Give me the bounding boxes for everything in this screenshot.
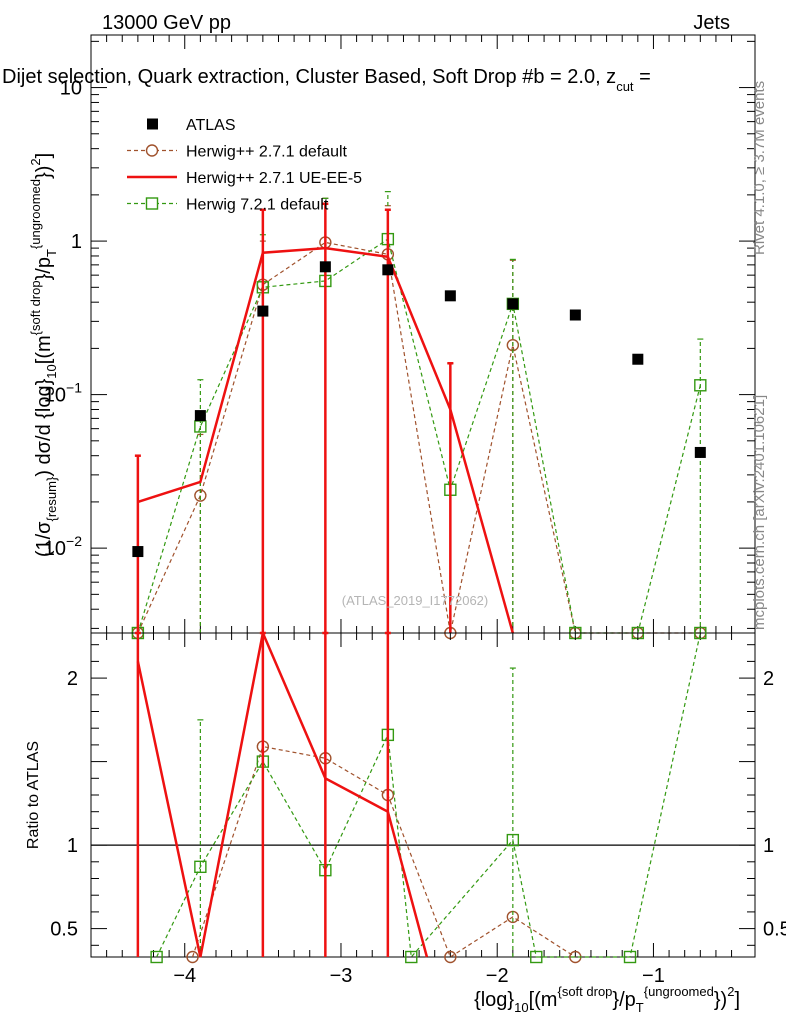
legend-label: Herwig++ 2.7.1 UE-EE-5 <box>186 170 362 187</box>
ratio-panel: −4 −3 −2 −1 0.5 0.5 1 1 2 2 <box>50 626 786 987</box>
main-point-atlas <box>632 353 644 365</box>
ratio-point-herwig-2-7-1-default <box>444 950 457 964</box>
legend-marker <box>145 144 159 157</box>
x-tick-label: −4 <box>173 965 196 987</box>
main-point-herwig-7-2-1-default <box>694 379 707 392</box>
x-axis-label: {log}10[(m{soft drop}/pT{ungroomed})2] <box>474 984 740 1015</box>
legend: ATLAS Herwig++ 2.7.1 default Herwig++ 2.7.… <box>127 117 362 214</box>
main-point-atlas <box>194 410 206 422</box>
legend-marker <box>145 197 159 210</box>
main-point-atlas <box>132 546 144 558</box>
category-label: Jets <box>693 12 730 34</box>
main-point-atlas <box>507 298 519 310</box>
y-tick-label: 1 <box>71 231 82 253</box>
legend-marker <box>147 118 158 130</box>
ratio-y-axis-label: Ratio to ATLAS <box>25 741 42 849</box>
main-point-atlas <box>319 261 331 273</box>
y-tick-label: 0.5 <box>50 919 78 941</box>
plot-title: Dijet selection, Quark extraction, Clust… <box>2 66 651 94</box>
y-tick-label: 10−1 <box>44 380 82 407</box>
y-tick-label-right: 2 <box>763 668 774 690</box>
ratio-point-herwig-7-2-1-default <box>694 626 707 640</box>
main-point-atlas <box>694 446 706 458</box>
ratio-line-herwig-2-7-1-default <box>191 745 576 958</box>
svg-text:{log}10[(m{soft drop}/pT{ungro: {log}10[(m{soft drop}/pT{ungroomed})2] <box>474 984 740 1015</box>
main-point-atlas <box>382 264 394 276</box>
y-tick-label: 10 <box>60 78 82 100</box>
x-tick-label: −2 <box>486 965 509 987</box>
ratio-point-herwig-7-2-1-default <box>194 860 207 874</box>
main-line-herwig-2-7-1-ue-ee-5 <box>137 246 515 634</box>
x-tick-label: −1 <box>642 965 665 987</box>
energy-label: 13000 GeV pp <box>102 12 231 34</box>
plot-title-main: Dijet selection, Quark extraction, Clust… <box>2 66 616 88</box>
main-point-atlas <box>257 305 269 317</box>
main-line-herwig-2-7-1-default <box>137 241 701 634</box>
main-point-atlas <box>444 290 456 302</box>
ratio-point-herwig-2-7-1-default <box>186 950 199 964</box>
ratio-point-herwig-7-2-1-default <box>623 950 637 964</box>
plot-title-sub: cut <box>616 79 634 94</box>
svg-text:(1/σ{resum}) dσ/d {log}10[(m{s: (1/σ{resum}) dσ/d {log}10[(m{soft drop}/… <box>28 153 59 557</box>
analysis-watermark: (ATLAS_2019_I1772062) <box>342 593 488 608</box>
ratio-point-herwig-7-2-1-default <box>506 833 520 847</box>
legend-label: Herwig 7.2.1 default <box>186 197 329 214</box>
ratio-line-herwig-7-2-1-default <box>156 632 701 959</box>
y-tick-label: 2 <box>67 668 78 690</box>
main-line-herwig-7-2-1-default <box>137 238 701 634</box>
ratio-point-herwig-7-2-1-default <box>150 950 163 964</box>
ratio-point-herwig-7-2-1-default <box>405 950 418 964</box>
y-tick-label: 1 <box>67 835 78 857</box>
ratio-line-herwig-2-7-1-ue-ee-5 <box>136 628 429 958</box>
plot-title-tail: = <box>634 66 651 88</box>
x-tick-label: −3 <box>330 965 353 987</box>
main-point-atlas <box>569 309 581 321</box>
y-tick-label-right: 0.5 <box>763 919 786 941</box>
legend-label: Herwig++ 2.7.1 default <box>186 144 348 161</box>
ratio-point-herwig-7-2-1-default <box>530 950 543 964</box>
main-y-axis-label: (1/σ{resum}) dσ/d {log}10[(m{soft drop}/… <box>28 153 59 557</box>
legend-label: ATLAS <box>186 117 236 134</box>
rivet-label: Rivet 4.1.0, ≥ 3.7M events <box>751 81 768 255</box>
y-tick-label-right: 1 <box>763 835 774 857</box>
mcplots-label: mcplots.cern.ch [arXiv:2401.10621] <box>751 395 768 630</box>
